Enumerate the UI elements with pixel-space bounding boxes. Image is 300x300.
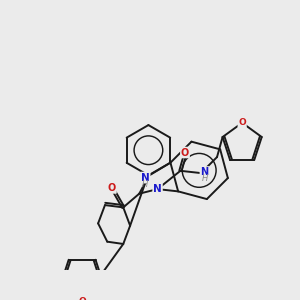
Text: N: N: [200, 167, 208, 177]
Text: H: H: [201, 174, 208, 183]
Text: O: O: [78, 297, 86, 300]
Text: O: O: [108, 183, 116, 193]
Text: O: O: [238, 118, 246, 127]
Text: O: O: [181, 148, 189, 158]
Text: N: N: [153, 184, 162, 194]
Text: H: H: [142, 180, 148, 189]
Text: N: N: [141, 172, 150, 182]
